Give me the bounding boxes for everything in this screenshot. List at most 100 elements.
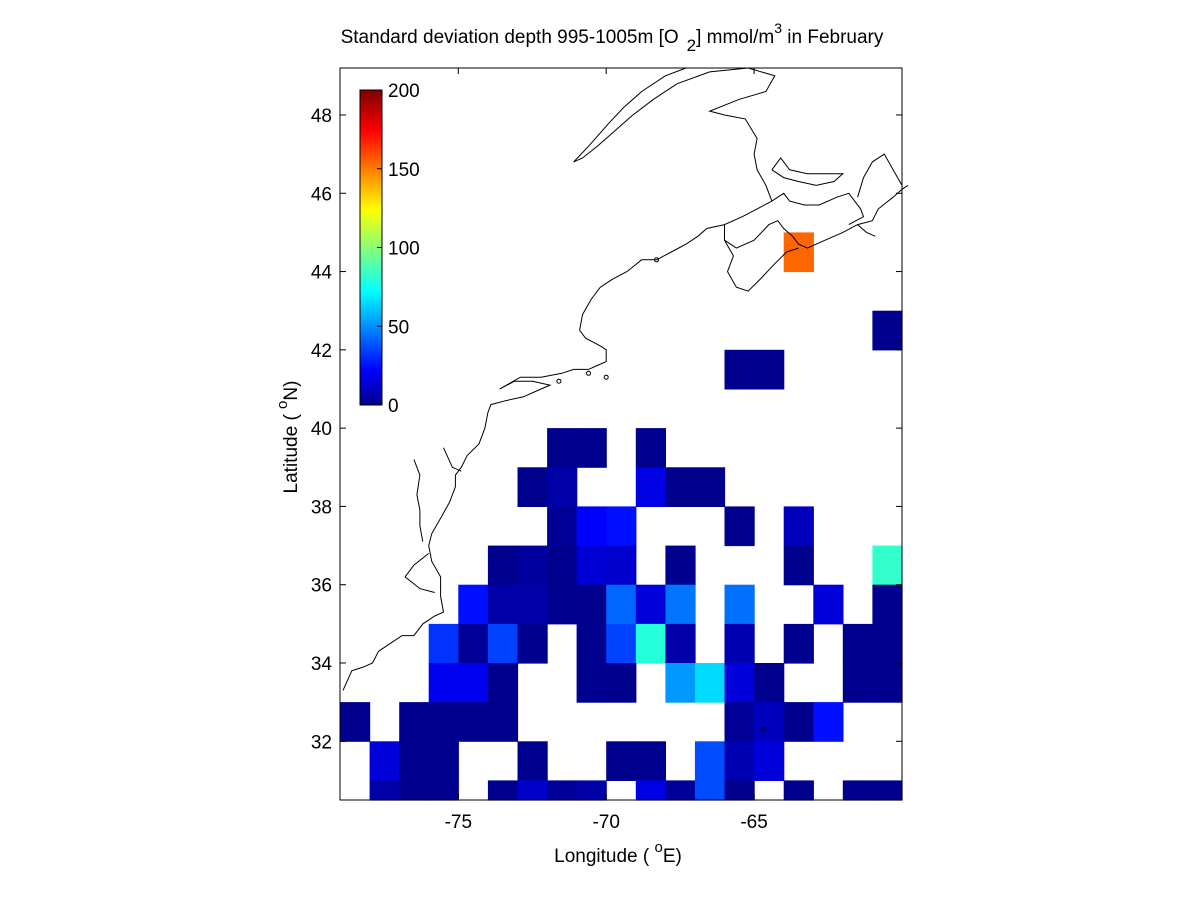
heatmap-cell bbox=[428, 741, 459, 781]
heatmap-cell bbox=[517, 741, 548, 781]
coastline-segment bbox=[724, 184, 909, 249]
colorbar-tick-label: 0 bbox=[388, 396, 399, 417]
x-tick-label: -75 bbox=[445, 812, 472, 833]
heatmap-cell bbox=[606, 741, 637, 781]
coastline-segment bbox=[573, 67, 776, 202]
coastline-segment bbox=[413, 459, 424, 542]
heatmap-cell bbox=[872, 310, 903, 351]
island-outline bbox=[586, 370, 591, 376]
heatmap-cell bbox=[872, 780, 903, 801]
heatmap-cell bbox=[694, 741, 726, 781]
heatmap-cell bbox=[754, 349, 785, 390]
y-tick-label: 32 bbox=[311, 732, 332, 753]
heatmap-cell bbox=[724, 584, 755, 625]
heatmap-cell bbox=[635, 741, 666, 781]
heatmap-cell bbox=[399, 741, 430, 781]
heatmap-cell bbox=[842, 780, 873, 801]
heatmap-cell bbox=[517, 545, 548, 586]
heatmap-cell bbox=[635, 428, 666, 468]
heatmap-cell bbox=[783, 780, 814, 801]
y-tick-label: 44 bbox=[311, 263, 333, 284]
heatmap-cell bbox=[606, 545, 637, 586]
heatmap-cell bbox=[428, 780, 459, 801]
y-tick-label: 42 bbox=[311, 341, 332, 362]
heatmap-cell bbox=[754, 663, 785, 703]
heatmap-cell bbox=[783, 506, 814, 547]
heatmap-cell bbox=[724, 506, 755, 547]
heatmap-cell bbox=[783, 623, 814, 664]
heatmap-cell bbox=[576, 506, 607, 547]
heatmap-cell bbox=[369, 780, 400, 801]
heatmap-cell bbox=[635, 467, 666, 507]
heatmap-cell bbox=[724, 349, 755, 390]
colorbar-ticks: 0 50 100 150 200 bbox=[377, 81, 420, 417]
island-outline bbox=[760, 727, 766, 732]
heatmap-cell bbox=[694, 663, 726, 703]
heatmap-cell bbox=[724, 780, 755, 801]
y-tick-label: 34 bbox=[311, 654, 333, 675]
coastline-segment bbox=[443, 447, 462, 472]
heatmap-cell bbox=[665, 623, 696, 664]
heatmap-cells bbox=[340, 232, 903, 801]
y-axis-label: Latitude ( oN) bbox=[274, 381, 302, 494]
coastline-segment bbox=[857, 153, 903, 198]
heatmap-cell bbox=[487, 545, 519, 586]
heatmap-cell bbox=[369, 741, 400, 781]
heatmap-cell bbox=[547, 780, 578, 801]
heatmap-cell bbox=[813, 584, 844, 625]
heatmap-cell bbox=[665, 780, 696, 801]
colorbar-tick-label: 200 bbox=[388, 81, 420, 102]
heatmap-cell bbox=[635, 584, 666, 625]
y-tick-label: 46 bbox=[311, 184, 332, 205]
heatmap-cell bbox=[517, 623, 548, 664]
colorbar-tick-label: 50 bbox=[388, 317, 409, 338]
heatmap-cell bbox=[458, 623, 489, 664]
heatmap-cell bbox=[547, 545, 578, 586]
coastline-segment bbox=[771, 157, 845, 186]
x-tick-label: -70 bbox=[592, 812, 619, 833]
y-tick-label: 48 bbox=[311, 106, 332, 127]
heatmap-cell bbox=[724, 702, 755, 742]
heatmap-cell bbox=[517, 584, 548, 625]
heatmap-cell bbox=[487, 780, 519, 801]
x-axis-ticks: -75 -70 -65 bbox=[445, 68, 768, 833]
coastline-segment bbox=[857, 224, 876, 237]
heatmap-cell bbox=[665, 467, 696, 507]
heatmap-cell bbox=[665, 663, 696, 703]
heatmap-cell bbox=[694, 780, 726, 801]
heatmap-cell bbox=[606, 623, 637, 664]
heatmap-cell bbox=[694, 467, 726, 507]
heatmap-cell bbox=[547, 467, 578, 507]
heatmap-cell bbox=[754, 702, 785, 742]
island-outline bbox=[603, 374, 609, 380]
heatmap-cell bbox=[517, 780, 548, 801]
heatmap-cell bbox=[783, 702, 814, 742]
plot-frame bbox=[339, 67, 903, 801]
heatmap-cell bbox=[340, 702, 371, 742]
heatmap-cell bbox=[487, 702, 519, 742]
heatmap-cell bbox=[783, 545, 814, 586]
heatmap-cell bbox=[606, 584, 637, 625]
heatmap-cell bbox=[399, 780, 430, 801]
plot-area: -75 -70 -65 32 34 36 38 40 42 44 46 48 bbox=[311, 67, 909, 833]
y-tick-label: 40 bbox=[311, 419, 332, 440]
heatmap-cell bbox=[428, 702, 459, 742]
heatmap-cell bbox=[547, 584, 578, 625]
heatmap-cell bbox=[458, 663, 489, 703]
coastline-segment bbox=[404, 553, 435, 593]
heatmap-cell bbox=[724, 741, 755, 781]
heatmap-cell bbox=[724, 663, 755, 703]
heatmap-cell bbox=[576, 584, 607, 625]
heatmap-cell bbox=[428, 663, 459, 703]
heatmap-cell bbox=[872, 663, 903, 703]
heatmap-cell bbox=[872, 584, 903, 625]
heatmap-cell bbox=[783, 232, 814, 273]
heatmap-cell bbox=[576, 623, 607, 664]
colorbar-tick-label: 150 bbox=[388, 160, 420, 181]
heatmap-cell bbox=[458, 702, 489, 742]
heatmap-cell bbox=[576, 663, 607, 703]
heatmap-cell bbox=[665, 584, 696, 625]
heatmap-cell bbox=[487, 663, 519, 703]
heatmap-cell bbox=[576, 428, 607, 468]
